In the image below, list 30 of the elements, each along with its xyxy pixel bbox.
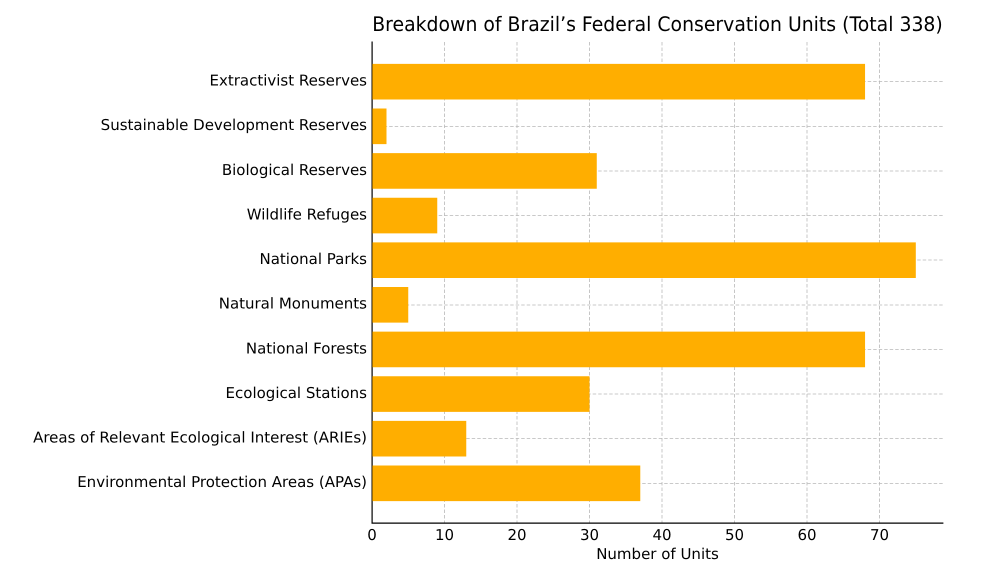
x-tick-label: 10: [434, 526, 454, 544]
bar: [372, 64, 866, 100]
bar: [372, 376, 590, 412]
y-tick-label: Natural Monuments: [218, 294, 368, 313]
bar: [372, 286, 408, 323]
y-tick-label: Extractivist Reserves: [209, 72, 368, 90]
bar: [372, 242, 916, 278]
y-tick-label: Ecological Stations: [226, 384, 368, 402]
x-tick-label: 60: [798, 526, 817, 544]
x-tick-label: 50: [724, 526, 744, 544]
x-tick-label: 30: [580, 526, 600, 544]
y-tick-label: Environmental Protection Areas (APAs): [77, 473, 367, 492]
chart-title: Breakdown of Brazil’s Federal Conservation Units (Total 338): [372, 12, 943, 36]
x-tick-label: 20: [507, 526, 527, 544]
bar: [372, 153, 597, 189]
y-tick-label: National Parks: [259, 250, 368, 268]
bar: [372, 332, 866, 368]
y-tick-label: Sustainable Development Reserves: [100, 116, 368, 134]
bar: [372, 420, 466, 457]
y-tick-label: Areas of Relevant Ecological Interest (ARIEs): [33, 428, 367, 447]
bar: [372, 108, 386, 144]
x-tick-label: 0: [367, 526, 377, 544]
bar: [372, 198, 438, 234]
bar: [372, 465, 640, 502]
x-tick-label: 70: [870, 526, 890, 544]
y-tick-label: National Forests: [246, 339, 368, 358]
x-axis-title: Number of Units: [596, 544, 719, 563]
x-tick-label: 40: [652, 526, 672, 544]
y-tick-label: Wildlife Refuges: [246, 205, 368, 224]
y-tick-label: Biological Reserves: [222, 160, 368, 179]
